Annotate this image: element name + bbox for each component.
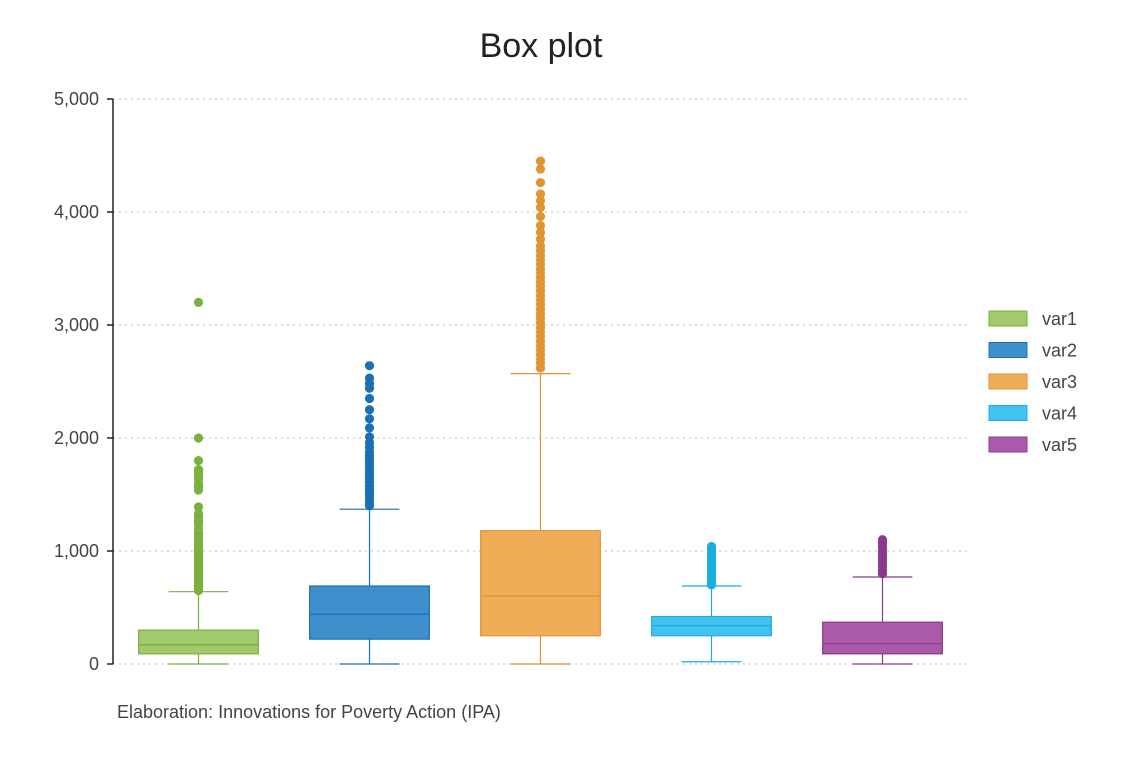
outlier-point <box>535 202 546 213</box>
legend-item-var1[interactable]: var1 <box>988 309 1077 329</box>
y-tick-label: 2,000 <box>54 428 99 448</box>
outlier-point <box>193 456 204 466</box>
outlier-point <box>535 196 546 206</box>
chart-title: Box plot <box>480 27 603 65</box>
outlier-point <box>706 541 717 552</box>
outlier-point <box>535 164 546 174</box>
outlier-point <box>535 227 546 237</box>
outlier-point <box>364 373 375 383</box>
legend-item-var2[interactable]: var2 <box>988 341 1077 361</box>
legend-swatch <box>988 310 1028 327</box>
outlier-point <box>535 211 546 222</box>
outlier-point <box>535 241 546 251</box>
legend-item-var5[interactable]: var5 <box>988 435 1077 455</box>
outlier-point <box>364 432 375 442</box>
outlier-point <box>193 433 204 443</box>
legend-label: var5 <box>1042 435 1077 455</box>
outlier-point <box>193 509 204 519</box>
outlier-point <box>193 502 204 512</box>
iqr-box <box>822 621 943 655</box>
outlier-point <box>364 361 375 371</box>
legend-swatch <box>988 373 1028 390</box>
y-tick-label: 4,000 <box>54 202 99 222</box>
iqr-box <box>480 530 601 637</box>
outlier-point <box>364 414 375 424</box>
y-tick-label: 5,000 <box>54 89 99 109</box>
outlier-point <box>535 220 546 231</box>
y-tick-label: 3,000 <box>54 315 99 335</box>
box-var2 <box>309 361 430 665</box>
legend-swatch <box>988 342 1028 358</box>
y-tick-label: 0 <box>89 654 99 674</box>
outlier-point <box>364 393 375 404</box>
outlier-point <box>535 234 546 244</box>
legend-label: var2 <box>1042 341 1077 361</box>
outlier-point <box>877 535 888 545</box>
boxes <box>138 156 943 665</box>
legend-swatch <box>988 405 1028 421</box>
outlier-point <box>535 189 546 199</box>
legend-label: var1 <box>1042 309 1077 329</box>
box-var1 <box>138 297 259 665</box>
y-axis: 0 1,000 2,000 3,000 4,000 5,000 <box>54 89 114 674</box>
iqr-box <box>138 629 259 655</box>
outlier-point <box>364 423 375 433</box>
legend-swatch <box>988 436 1028 453</box>
chart-caption: Elaboration: Innovations for Poverty Act… <box>117 702 501 722</box>
outlier-point <box>364 405 375 415</box>
outlier-point <box>535 178 546 188</box>
box-var4 <box>651 541 772 663</box>
outlier-point <box>193 465 204 475</box>
y-tick-label: 1,000 <box>54 541 99 561</box>
legend-label: var3 <box>1042 372 1077 392</box>
box-var3 <box>480 156 601 665</box>
legend-item-var4[interactable]: var4 <box>988 404 1077 424</box>
legend-label: var4 <box>1042 404 1077 424</box>
iqr-box <box>309 585 430 640</box>
box-var5 <box>822 535 943 665</box>
legend: var1 var2 var3 var4 var5 <box>988 309 1077 455</box>
outlier-point <box>535 156 546 166</box>
outlier-point <box>193 297 204 307</box>
legend-item-var3[interactable]: var3 <box>988 372 1077 392</box>
